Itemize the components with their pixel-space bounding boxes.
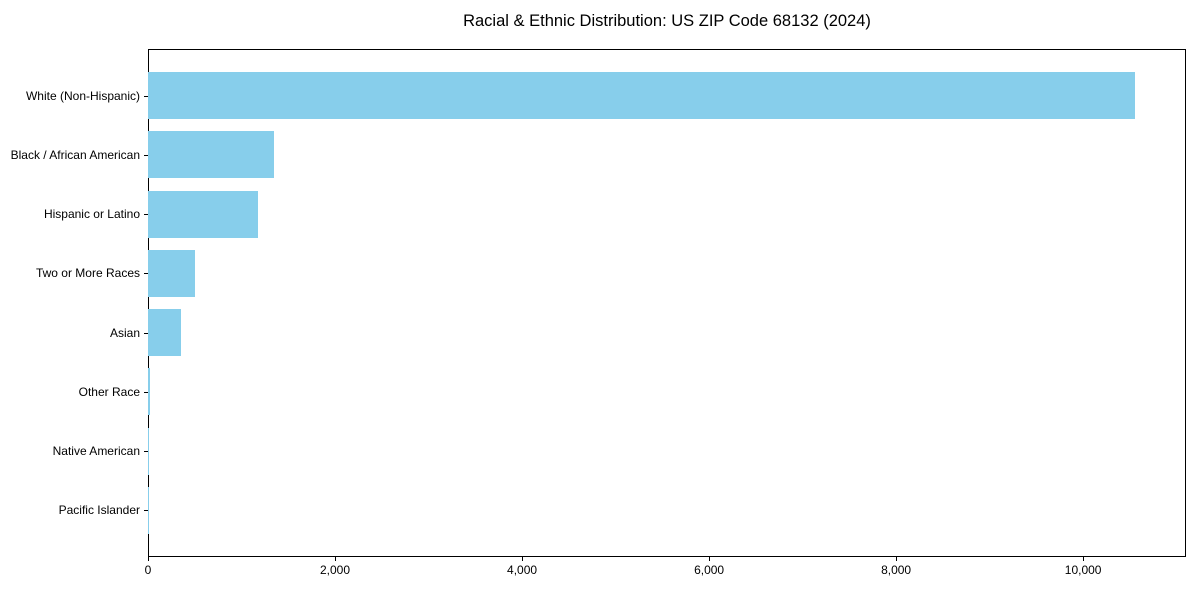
x-tick-label: 6,000 [694, 563, 725, 577]
y-tick-label: Two or More Races [35, 266, 140, 281]
x-tick-label: 0 [144, 563, 152, 577]
x-tick-label: 2,000 [320, 563, 351, 577]
x-tick-label: 4,000 [507, 563, 538, 577]
y-tick-mark [144, 96, 148, 97]
x-tick-mark [335, 557, 336, 561]
bar [148, 249, 196, 297]
bar [148, 190, 258, 238]
y-tick-label: Hispanic or Latino [43, 207, 140, 222]
y-tick-mark [144, 273, 148, 274]
bar [148, 72, 1135, 120]
y-tick-mark [144, 392, 148, 393]
y-tick-mark [144, 510, 148, 511]
y-tick-label: Pacific Islander [58, 503, 140, 518]
bar [148, 309, 182, 357]
x-tick-mark [896, 557, 897, 561]
y-tick-label: Other Race [78, 384, 140, 399]
x-tick-mark [1083, 557, 1084, 561]
plot-area [148, 49, 1186, 557]
x-tick-mark [709, 557, 710, 561]
y-tick-label: Native American [52, 444, 140, 459]
y-tick-mark [144, 155, 148, 156]
x-tick-label: 10,000 [1064, 563, 1102, 577]
y-tick-label: Black / African American [10, 147, 140, 162]
chart-title: Racial & Ethnic Distribution: US ZIP Cod… [463, 12, 871, 30]
bar [148, 427, 149, 475]
y-tick-label: White (Non-Hispanic) [25, 88, 140, 103]
x-tick-mark [148, 557, 149, 561]
bar [148, 368, 150, 416]
bar [148, 131, 274, 179]
y-tick-label: Asian [109, 325, 140, 340]
y-tick-mark [144, 214, 148, 215]
y-tick-mark [144, 451, 148, 452]
x-tick-label: 8,000 [881, 563, 912, 577]
y-tick-mark [144, 333, 148, 334]
x-tick-mark [522, 557, 523, 561]
